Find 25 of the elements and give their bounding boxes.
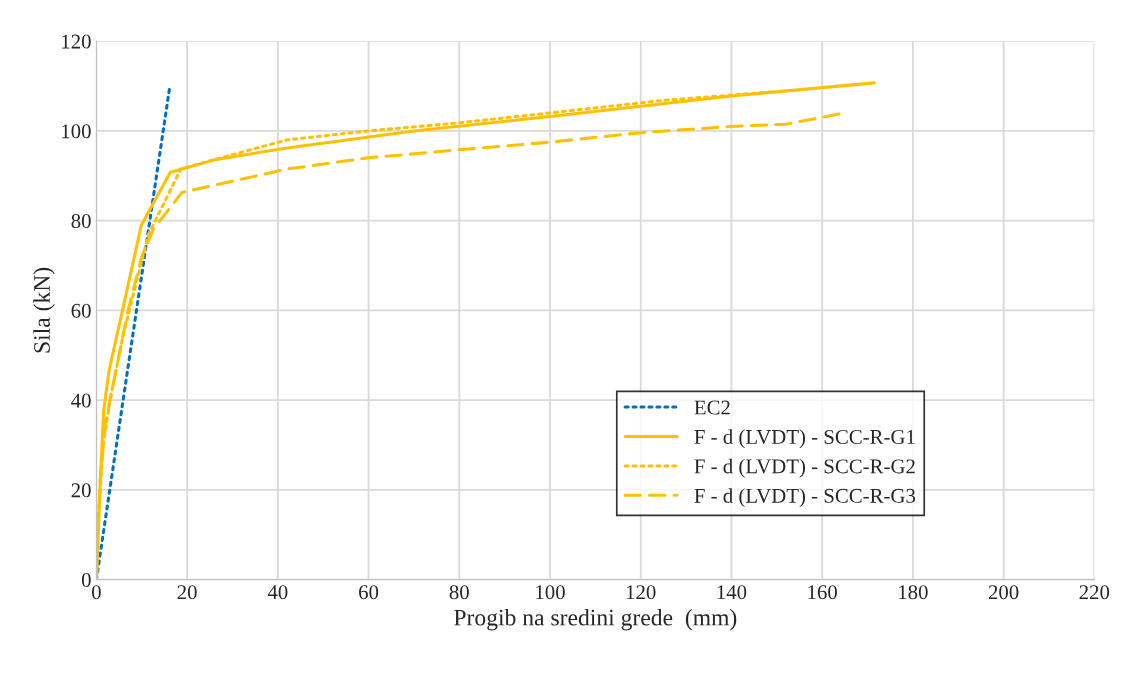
- legend-label: F - d (LVDT) - SCC-R-G2: [694, 458, 915, 478]
- y-tick-label: 40: [71, 393, 91, 408]
- x-axis-title: Progib na sredini grede (mm): [454, 608, 737, 631]
- x-tick-label: 60: [359, 585, 379, 600]
- x-tick-label: 140: [717, 585, 747, 600]
- y-tick-label: 80: [71, 214, 91, 229]
- y-tick-label: 20: [71, 483, 91, 498]
- legend-label: EC2: [694, 400, 730, 415]
- x-tick-label: 120: [626, 585, 656, 600]
- legend-label: F - d (LVDT) - SCC-R-G1: [694, 429, 915, 449]
- x-tick-label: 40: [267, 585, 288, 600]
- x-tick-label: 100: [536, 585, 565, 600]
- y-tick-label: 100: [62, 124, 91, 139]
- x-tick-label: 180: [899, 585, 928, 600]
- y-axis-title: Sila (kN): [33, 267, 55, 353]
- y-tick-label: 60: [71, 303, 91, 318]
- legend-label: F - d (LVDT) - SCC-R-G3: [694, 488, 916, 508]
- x-tick-label: 160: [808, 585, 837, 600]
- x-tick-label: 220: [1079, 585, 1110, 600]
- x-tick-label: 80: [449, 585, 469, 600]
- x-tick-label: 200: [988, 585, 1019, 600]
- y-tick-label: 0: [81, 573, 91, 588]
- x-tick-label: 0: [91, 585, 101, 600]
- x-tick-label: 20: [177, 585, 197, 600]
- y-tick-label: 120: [62, 34, 91, 49]
